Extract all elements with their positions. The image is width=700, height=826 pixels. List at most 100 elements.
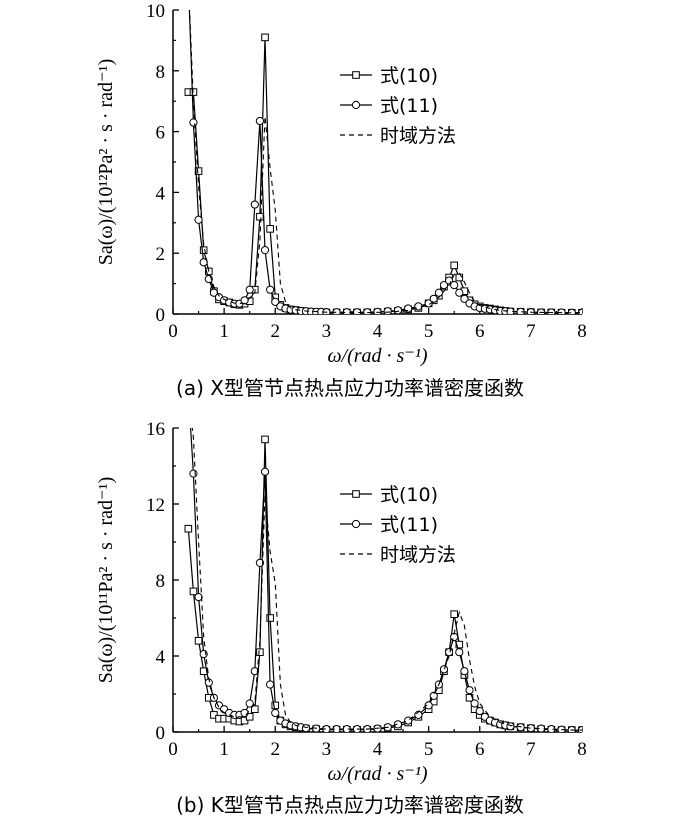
x-tick-label: 5 [424,739,434,760]
plot-area [184,428,582,732]
data-point-circle [250,667,259,676]
data-point-circle [393,306,403,314]
legend-label: 时域方法 [380,544,456,566]
x-tick-label: 8 [577,739,587,760]
data-point-square [194,167,203,175]
data-point-square [245,713,254,721]
data-point-circle [271,297,280,306]
y-tick-label: 12 [146,495,165,516]
chart-caption: (b) K型管节点热点应力功率谱密度函数 [176,793,524,817]
data-point-circle [266,680,275,689]
x-tick-label: 0 [168,321,178,342]
x-tick-label: 4 [373,739,383,760]
x-axis-label: ω/(rad · s⁻¹) [327,763,427,785]
y-tick-label: 8 [156,571,166,592]
data-point-square [210,711,218,719]
data-point-square [266,225,274,233]
data-point-circle [450,281,459,290]
data-point-circle [414,302,423,311]
data-point-square [256,648,264,657]
legend-label: 式(10) [380,65,438,87]
legend-marker-square [352,490,360,498]
legend-marker-circle [351,519,361,529]
data-point-circle [460,294,469,303]
data-point-circle [266,285,275,294]
x-tick-label: 2 [271,321,281,342]
data-point-circle [429,294,438,303]
data-point-circle [439,665,449,674]
legend-label: 式(11) [380,514,438,536]
data-point-circle [383,307,392,314]
legend: 式(10) 式(11) 时域方法 [340,65,456,147]
data-point-circle [194,215,203,224]
data-point-circle [460,667,469,676]
series-line-2 [191,428,582,731]
data-point-square [271,701,280,710]
data-point-circle [245,285,254,294]
y-axis-label: Sa(ω)/(10¹¹Pa² · s · rad⁻¹) [95,477,117,684]
legend-label: 式(10) [380,484,438,506]
y-tick-label: 4 [156,183,166,204]
x-tick-label: 7 [526,321,536,342]
data-point-circle [189,469,198,478]
y-axis-label: Sa(ω)/(10¹²Pa² · s · rad⁻¹) [95,59,117,266]
data-point-circle [260,467,270,476]
y-tick-label: 10 [146,1,165,22]
data-point-circle [475,707,484,716]
x-tick-label: 4 [373,321,383,342]
data-point-circle [393,720,403,729]
legend-label: 时域方法 [380,125,456,147]
data-point-square [450,261,458,270]
data-point-square [189,587,198,596]
chart-panel-0: 0 1 2 3 4 5 6 7 8 0 2 4 6 8 10 式(10) 式(11) 时域方法 ω/(rad · s… [95,1,587,400]
data-point-circle [301,724,311,732]
data-point-circle [245,699,254,708]
x-tick-label: 5 [424,321,434,342]
data-point-square [251,705,259,714]
data-point-circle [189,118,198,127]
x-tick-label: 3 [322,321,332,342]
data-point-square [455,273,464,282]
data-point-circle [424,299,433,308]
y-tick-label: 6 [156,123,166,144]
x-tick-label: 6 [475,739,485,760]
data-point-circle [434,288,443,297]
x-tick-label: 0 [168,739,178,760]
chart-caption: (a) X型管节点热点应力功率谱密度函数 [176,376,524,400]
series-line-0 [187,439,582,731]
legend: 式(10) 式(11) 时域方法 [340,484,456,566]
data-point-circle [424,701,433,710]
y-tick-label: 8 [156,62,166,83]
x-tick-label: 1 [219,739,229,760]
data-point-square [256,212,264,221]
data-point-square [261,33,269,42]
data-point-circle [506,722,515,731]
y-tick-label: 2 [156,244,166,265]
data-point-circle [455,288,464,297]
series-line-1 [188,10,582,314]
x-tick-label: 2 [271,739,281,760]
plot-area [184,10,582,314]
series-line-2 [189,10,582,314]
x-tick-label: 1 [219,321,229,342]
x-tick-label: 7 [526,739,536,760]
data-point-square [261,435,269,444]
data-point-circle [455,648,464,657]
data-point-square [194,637,203,645]
data-point-circle [250,200,259,209]
data-point-square [199,246,208,254]
y-tick-label: 4 [156,647,166,668]
data-point-circle [255,116,265,126]
y-tick-label: 16 [146,419,165,440]
data-point-circle [444,648,454,657]
y-tick-label: 0 [156,305,166,326]
data-point-circle [439,281,449,290]
data-point-square [266,614,274,622]
legend-marker-square [352,71,360,79]
x-axis-label: ω/(rad · s⁻¹) [327,345,427,367]
data-point-circle [470,699,479,708]
data-point-square [450,610,458,619]
data-point-square [184,524,193,533]
